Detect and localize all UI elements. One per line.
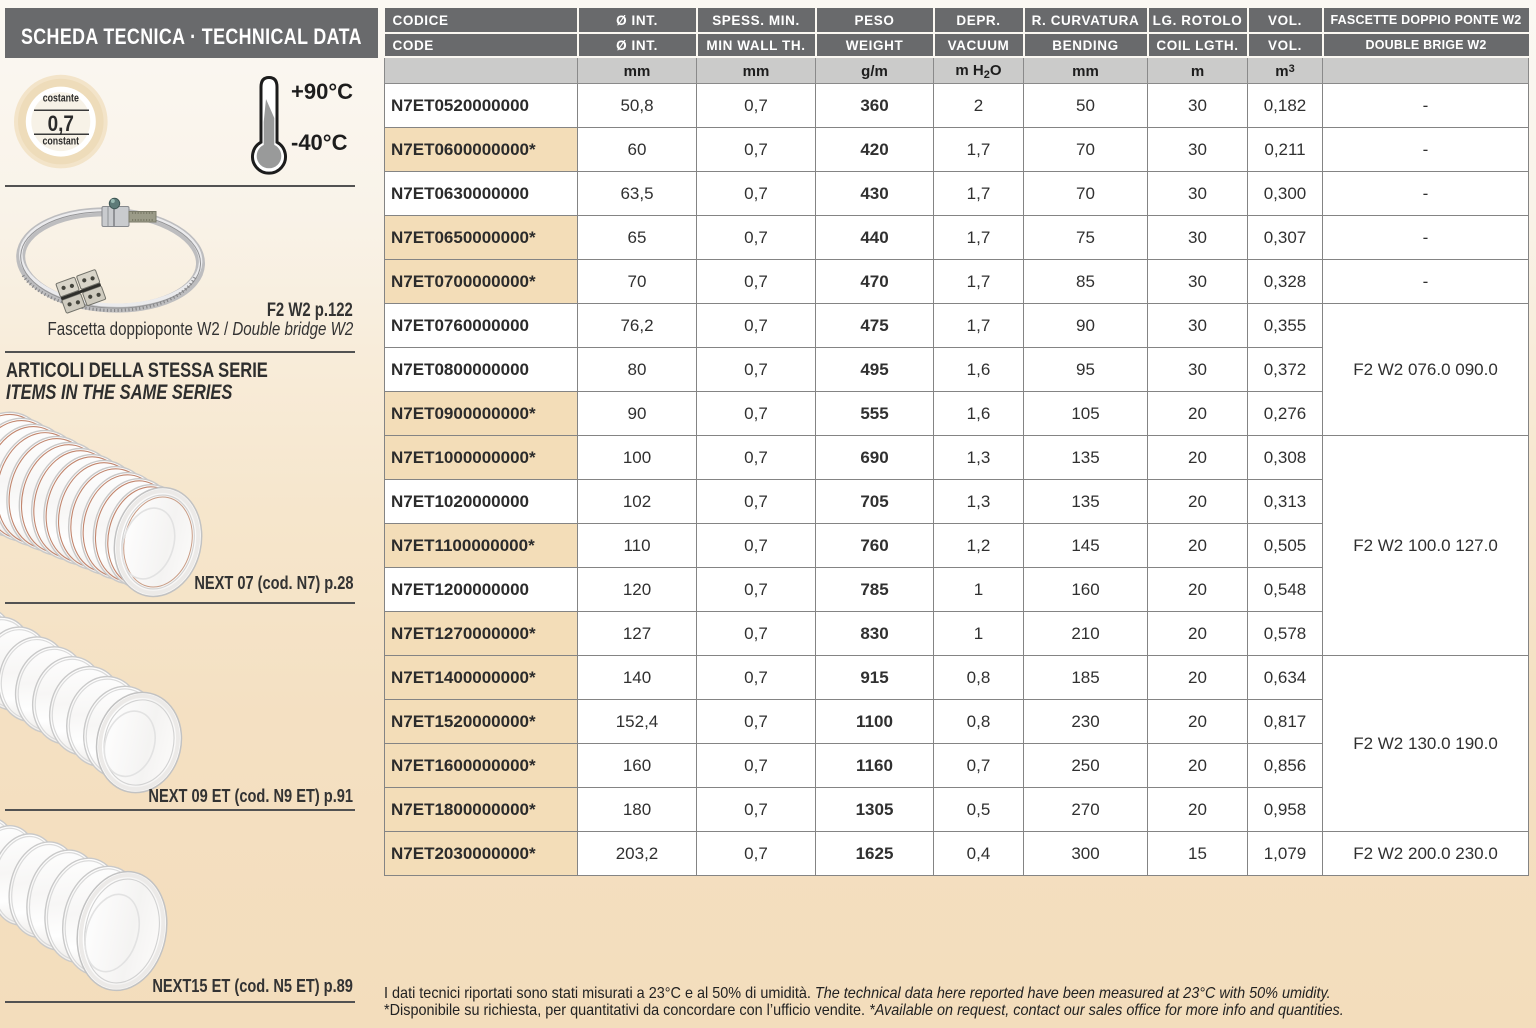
svg-text:0,7: 0,7 xyxy=(48,111,74,136)
svg-text:constant: constant xyxy=(42,136,79,148)
svg-text:costante: costante xyxy=(43,93,80,105)
